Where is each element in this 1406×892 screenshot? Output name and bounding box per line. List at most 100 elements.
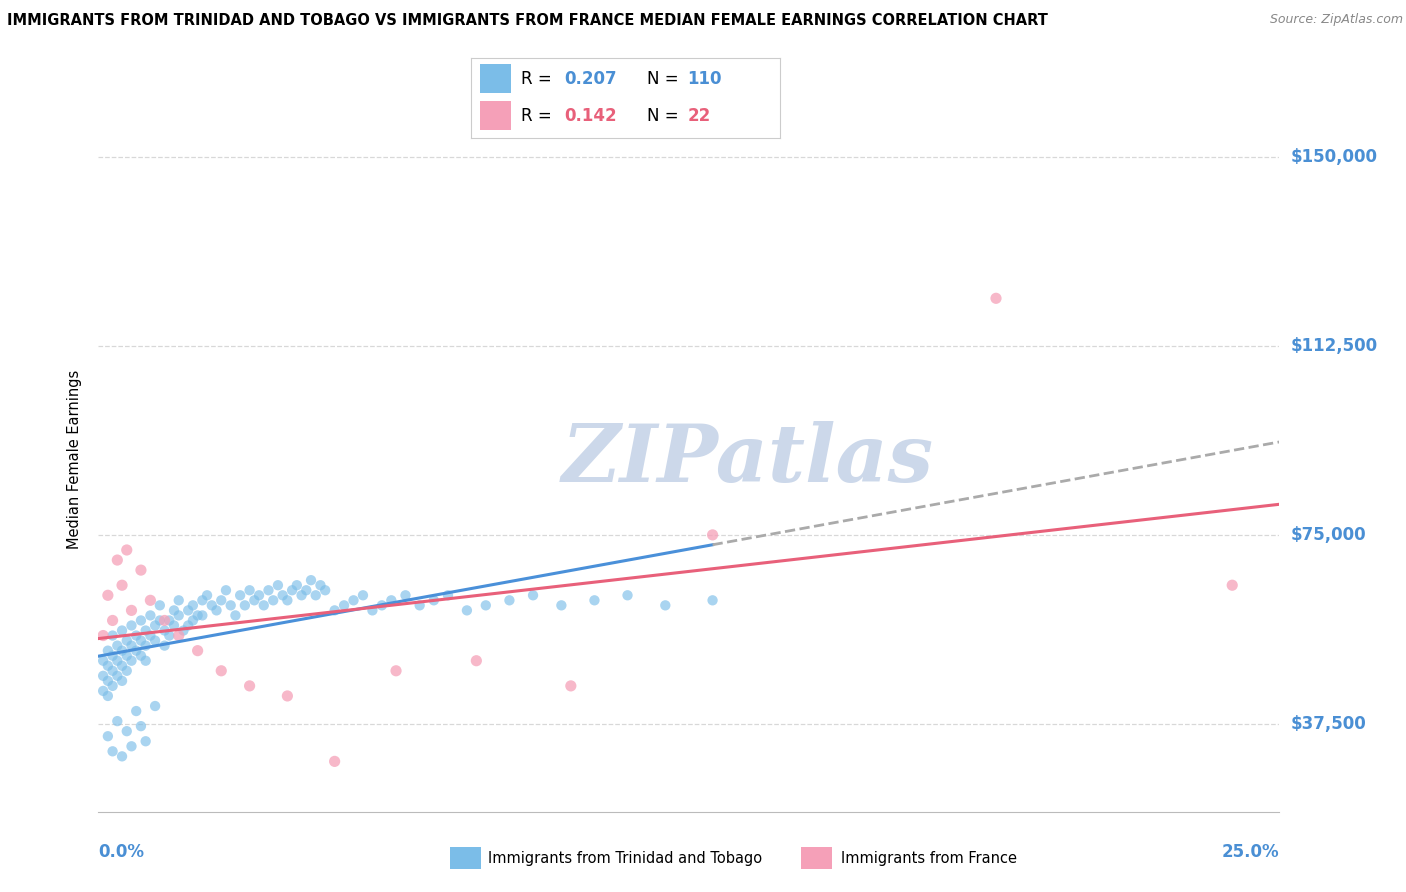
Point [342, 593, 364, 607]
Point [187, 608, 209, 623]
Point [984, 291, 1007, 305]
Point [465, 654, 488, 668]
Point [295, 583, 318, 598]
Point [323, 755, 346, 769]
Point [163, 618, 186, 632]
Text: 22: 22 [688, 107, 711, 125]
Point [97, 673, 120, 688]
Point [583, 593, 606, 607]
Point [408, 599, 430, 613]
Point [97, 729, 120, 743]
Point [129, 719, 152, 733]
Point [105, 654, 128, 668]
Point [129, 633, 152, 648]
Point [111, 624, 134, 638]
Point [97, 658, 120, 673]
Point [209, 593, 232, 607]
Point [111, 749, 134, 764]
Point [616, 588, 638, 602]
Point [522, 588, 544, 602]
Point [352, 588, 374, 602]
Point [97, 689, 120, 703]
Point [163, 603, 186, 617]
Point [91, 654, 114, 668]
Point [139, 593, 162, 607]
Point [115, 664, 138, 678]
Point [91, 669, 114, 683]
Point [167, 608, 190, 623]
Point [129, 563, 152, 577]
Text: $37,500: $37,500 [1291, 714, 1367, 732]
Point [285, 578, 308, 592]
Text: $150,000: $150,000 [1291, 148, 1378, 167]
Point [309, 578, 332, 592]
Point [456, 603, 478, 617]
Point [121, 654, 143, 668]
Point [560, 679, 582, 693]
Point [239, 679, 262, 693]
Point [121, 639, 143, 653]
Point [181, 599, 204, 613]
Point [129, 648, 152, 663]
Point [276, 689, 298, 703]
Bar [481, 102, 512, 130]
Point [129, 614, 152, 628]
Point [125, 628, 148, 642]
Point [97, 588, 120, 602]
Point [253, 599, 276, 613]
Text: 0.0%: 0.0% [98, 843, 145, 861]
Point [299, 573, 322, 587]
Point [191, 608, 214, 623]
Point [257, 583, 280, 598]
Point [101, 744, 124, 758]
Text: IMMIGRANTS FROM TRINIDAD AND TOBAGO VS IMMIGRANTS FROM FRANCE MEDIAN FEMALE EARN: IMMIGRANTS FROM TRINIDAD AND TOBAGO VS I… [7, 13, 1047, 29]
Point [101, 648, 124, 663]
Point [101, 614, 124, 628]
Text: 0.207: 0.207 [564, 70, 616, 87]
Point [143, 633, 166, 648]
Text: 0.142: 0.142 [564, 107, 616, 125]
Point [314, 583, 336, 598]
Point [305, 588, 328, 602]
Point [105, 639, 128, 653]
Point [276, 593, 298, 607]
Point [262, 593, 284, 607]
Point [423, 593, 446, 607]
Point [191, 593, 214, 607]
Point [111, 578, 134, 592]
Point [215, 583, 238, 598]
Point [125, 704, 148, 718]
Point [91, 684, 114, 698]
Point [115, 543, 138, 558]
Point [281, 583, 304, 598]
Point [111, 673, 134, 688]
Point [149, 599, 172, 613]
Text: Source: ZipAtlas.com: Source: ZipAtlas.com [1270, 13, 1403, 27]
Text: Immigrants from France: Immigrants from France [841, 851, 1017, 865]
Point [380, 593, 402, 607]
Point [209, 664, 232, 678]
Point [219, 599, 242, 613]
Point [91, 628, 114, 642]
Point [101, 664, 124, 678]
Point [143, 618, 166, 632]
Point [121, 603, 143, 617]
Point [97, 643, 120, 657]
Point [111, 658, 134, 673]
Text: $75,000: $75,000 [1291, 526, 1367, 544]
Point [105, 669, 128, 683]
Point [550, 599, 572, 613]
Point [167, 593, 190, 607]
Point [371, 599, 394, 613]
Point [153, 624, 176, 638]
Point [139, 628, 162, 642]
Point [498, 593, 520, 607]
Point [139, 608, 162, 623]
Point [702, 528, 724, 542]
Point [247, 588, 270, 602]
Point [229, 588, 252, 602]
Point [323, 603, 346, 617]
Point [702, 593, 724, 607]
Point [157, 614, 180, 628]
Point [267, 578, 290, 592]
